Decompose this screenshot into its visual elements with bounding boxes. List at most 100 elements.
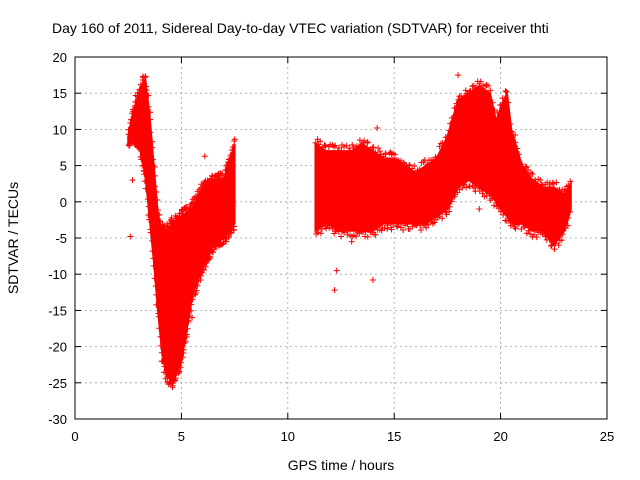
data-point bbox=[448, 198, 455, 205]
series-envelope bbox=[314, 84, 572, 247]
outlier-point bbox=[455, 72, 462, 79]
data-point bbox=[353, 233, 360, 240]
data-point bbox=[317, 230, 324, 237]
data-point bbox=[542, 233, 549, 240]
data-point bbox=[467, 88, 474, 95]
data-point bbox=[493, 199, 500, 206]
data-point bbox=[494, 109, 501, 116]
data-point bbox=[370, 144, 377, 151]
data-point bbox=[172, 375, 179, 382]
data-point bbox=[163, 369, 170, 376]
data-point bbox=[138, 156, 145, 163]
data-point bbox=[139, 162, 146, 169]
data-point bbox=[463, 184, 470, 191]
data-point bbox=[142, 185, 149, 192]
data-point bbox=[498, 101, 505, 108]
data-point bbox=[141, 171, 148, 178]
data-point bbox=[376, 148, 383, 155]
data-point bbox=[488, 195, 495, 202]
data-point bbox=[461, 93, 468, 100]
data-point bbox=[404, 221, 411, 228]
data-point bbox=[145, 92, 152, 99]
data-point bbox=[478, 185, 485, 192]
data-point bbox=[183, 331, 190, 338]
data-point bbox=[512, 139, 519, 146]
data-point bbox=[341, 229, 348, 236]
data-point bbox=[154, 196, 161, 203]
data-point bbox=[153, 189, 160, 196]
data-point bbox=[144, 196, 151, 203]
data-point bbox=[143, 86, 150, 93]
data-point bbox=[125, 126, 132, 133]
data-point bbox=[131, 136, 138, 143]
data-point bbox=[165, 224, 172, 231]
outlier-point bbox=[331, 287, 338, 294]
data-point bbox=[225, 234, 232, 241]
data-point bbox=[326, 224, 333, 231]
data-point bbox=[205, 256, 212, 263]
data-point bbox=[417, 227, 424, 234]
data-point bbox=[564, 222, 571, 229]
outlier-point bbox=[369, 276, 376, 283]
data-point bbox=[466, 183, 473, 190]
data-point bbox=[448, 114, 455, 121]
data-point bbox=[176, 368, 183, 375]
data-point bbox=[155, 310, 162, 317]
data-point bbox=[533, 234, 540, 241]
outlier-point bbox=[129, 177, 136, 184]
data-point bbox=[497, 208, 504, 215]
data-point bbox=[425, 221, 432, 228]
data-point bbox=[381, 225, 388, 232]
data-point bbox=[537, 177, 544, 184]
data-point bbox=[486, 191, 493, 198]
outlier-point bbox=[189, 314, 196, 321]
data-point bbox=[382, 151, 389, 158]
data-point bbox=[460, 181, 467, 188]
data-point bbox=[548, 242, 555, 249]
y-tick-label: 0 bbox=[60, 195, 67, 210]
data-point bbox=[514, 145, 521, 152]
data-point bbox=[411, 163, 418, 170]
data-point bbox=[321, 142, 328, 149]
data-point bbox=[453, 100, 460, 107]
data-point bbox=[562, 186, 569, 193]
data-point bbox=[335, 144, 342, 151]
data-point bbox=[479, 190, 486, 197]
outlier-point bbox=[476, 206, 483, 213]
data-point bbox=[566, 208, 573, 215]
data-point bbox=[229, 143, 236, 150]
data-point bbox=[129, 106, 136, 113]
data-point bbox=[177, 364, 184, 371]
data-point bbox=[156, 325, 163, 332]
data-point bbox=[495, 205, 502, 212]
data-point bbox=[523, 164, 530, 171]
data-point bbox=[223, 162, 230, 169]
data-point bbox=[512, 225, 519, 232]
data-point bbox=[149, 156, 156, 163]
data-point bbox=[197, 272, 204, 279]
data-point bbox=[364, 233, 371, 240]
outlier-point bbox=[127, 233, 134, 240]
data-point bbox=[145, 211, 152, 218]
data-point bbox=[364, 139, 371, 146]
data-point bbox=[338, 147, 345, 154]
data-point bbox=[565, 182, 572, 189]
data-point bbox=[529, 171, 536, 178]
data-point bbox=[443, 211, 450, 218]
data-point bbox=[188, 307, 195, 314]
data-point bbox=[384, 222, 391, 229]
data-point bbox=[522, 223, 529, 230]
data-point bbox=[444, 134, 451, 141]
data-point bbox=[137, 147, 144, 154]
data-point bbox=[140, 167, 147, 174]
data-point bbox=[483, 81, 490, 88]
data-point bbox=[406, 161, 413, 168]
data-point bbox=[134, 89, 141, 96]
series-band-segment-2 bbox=[314, 84, 572, 247]
data-point bbox=[484, 82, 491, 89]
data-point bbox=[459, 185, 466, 192]
data-point bbox=[197, 277, 204, 284]
data-point bbox=[345, 147, 352, 154]
data-point bbox=[147, 129, 154, 136]
y-tick-label: 10 bbox=[53, 122, 67, 137]
